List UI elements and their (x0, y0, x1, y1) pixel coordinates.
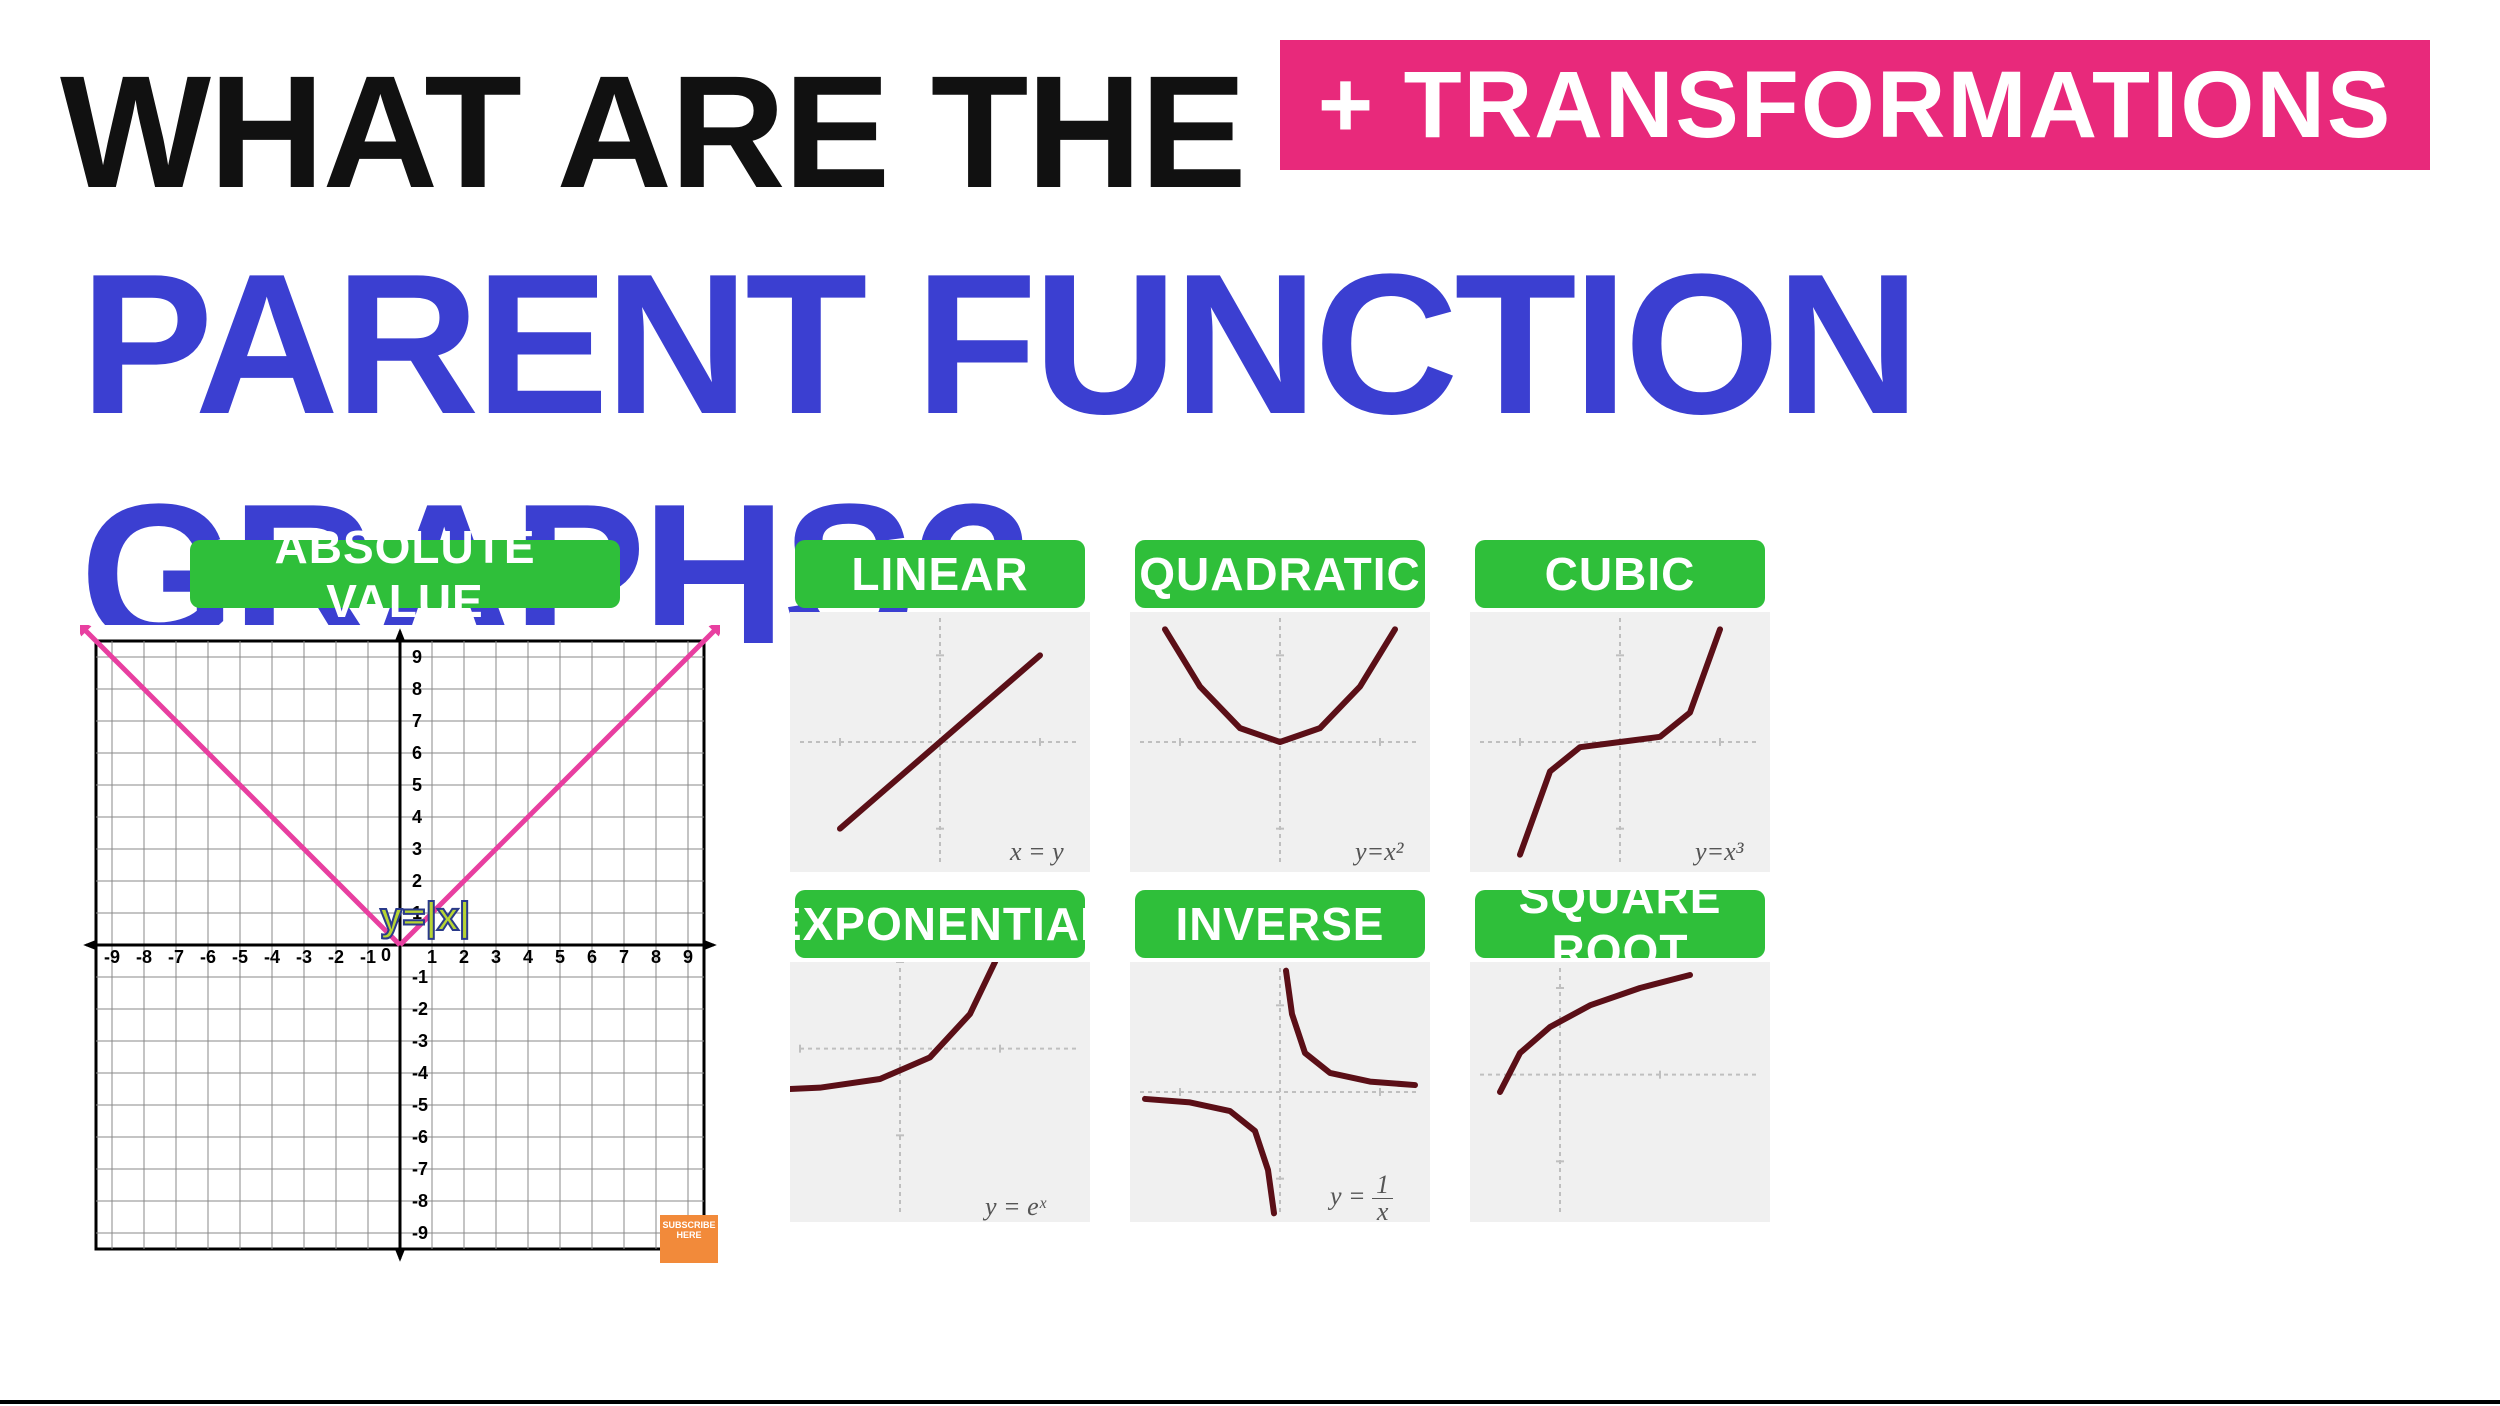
svg-text:-3: -3 (412, 1031, 428, 1051)
pill-square-root: SQUARE ROOT (1475, 890, 1765, 958)
svg-text:4: 4 (412, 807, 422, 827)
equation-inverse: y = 1x (1330, 1172, 1393, 1225)
svg-text:-1: -1 (360, 947, 376, 967)
svg-text:-2: -2 (328, 947, 344, 967)
svg-text:-5: -5 (412, 1095, 428, 1115)
svg-text:2: 2 (412, 871, 422, 891)
chart-quadratic (1130, 612, 1430, 872)
pill-exponential: EXPONENTIAL (795, 890, 1085, 958)
svg-text:-9: -9 (104, 947, 120, 967)
equation-linear: x = y (1010, 837, 1064, 867)
pill-cubic: CUBIC (1475, 540, 1765, 608)
svg-text:3: 3 (491, 947, 501, 967)
svg-text:8: 8 (412, 679, 422, 699)
bottom-divider (0, 1400, 2500, 1404)
absolute-value-graph: -9-9-8-8-7-7-6-6-5-5-4-4-3-3-2-2-1-11122… (80, 625, 720, 1265)
svg-text:0: 0 (381, 945, 391, 965)
title-line1: WHAT ARE THE (60, 40, 1245, 224)
svg-text:-4: -4 (264, 947, 280, 967)
equation-quadratic: y=x² (1355, 837, 1403, 867)
svg-text:-2: -2 (412, 999, 428, 1019)
absolute-value-equation: y=|x| (380, 895, 470, 940)
svg-text:-8: -8 (136, 947, 152, 967)
transformations-badge: + TRANSFORMATIONS (1280, 40, 2430, 170)
chart-exponential (790, 962, 1090, 1222)
svg-text:9: 9 (412, 647, 422, 667)
svg-text:-5: -5 (232, 947, 248, 967)
svg-text:6: 6 (412, 743, 422, 763)
svg-text:2: 2 (459, 947, 469, 967)
pill-linear: LINEAR (795, 540, 1085, 608)
chart-linear (790, 612, 1090, 872)
svg-text:1: 1 (427, 947, 437, 967)
svg-text:-9: -9 (412, 1223, 428, 1243)
svg-text:7: 7 (412, 711, 422, 731)
svg-text:9: 9 (683, 947, 693, 967)
chart-square-root (1470, 962, 1770, 1222)
svg-text:-7: -7 (412, 1159, 428, 1179)
pill-inverse: INVERSE (1135, 890, 1425, 958)
svg-text:6: 6 (587, 947, 597, 967)
subscribe-badge[interactable]: SUBSCRIBE HERE (660, 1215, 718, 1263)
svg-text:-3: -3 (296, 947, 312, 967)
svg-text:-6: -6 (412, 1127, 428, 1147)
svg-text:3: 3 (412, 839, 422, 859)
svg-text:5: 5 (412, 775, 422, 795)
equation-cubic: y=x³ (1695, 837, 1743, 867)
svg-text:-7: -7 (168, 947, 184, 967)
svg-text:-6: -6 (200, 947, 216, 967)
pill-absolute-value: ABSOLUTE VALUE (190, 540, 620, 608)
svg-text:-4: -4 (412, 1063, 428, 1083)
svg-text:5: 5 (555, 947, 565, 967)
svg-text:-8: -8 (412, 1191, 428, 1211)
svg-text:8: 8 (651, 947, 661, 967)
chart-cubic (1470, 612, 1770, 872)
svg-text:4: 4 (523, 947, 533, 967)
svg-text:-1: -1 (412, 967, 428, 987)
equation-exponential: y = eˣ (985, 1192, 1046, 1222)
pill-quadratic: QUADRATIC (1135, 540, 1425, 608)
svg-text:7: 7 (619, 947, 629, 967)
